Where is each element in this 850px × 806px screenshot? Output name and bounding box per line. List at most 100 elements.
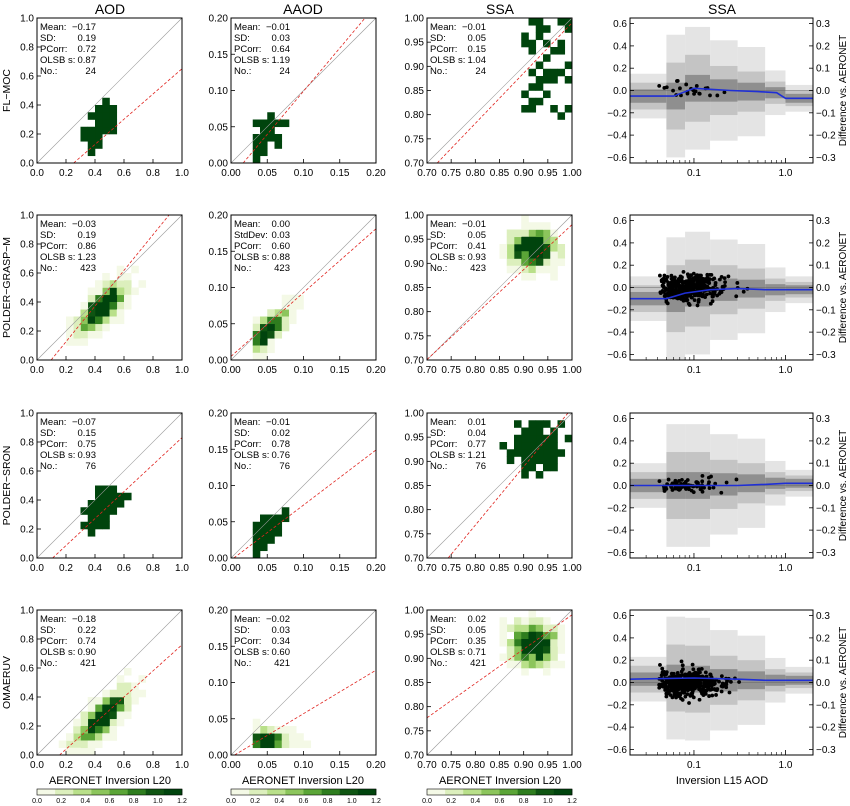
stat-label: No.: [234, 263, 251, 274]
heat-cell [535, 76, 544, 84]
y-tick-label: 0.4 [613, 436, 627, 447]
heat-cell [109, 287, 118, 296]
heat-cell [260, 514, 268, 523]
median-line [629, 677, 813, 682]
heat-cell [102, 112, 110, 120]
data-point [715, 687, 720, 691]
heat-cell [95, 521, 103, 530]
data-point [691, 490, 696, 495]
x-tick-label: 0.20 [366, 563, 386, 574]
column-title-1: AAOD [283, 1, 323, 17]
data-point [726, 274, 731, 279]
y-tick-label: −0.4 [607, 328, 627, 339]
regression-line [230, 228, 377, 357]
x-axis-label-1: AERONET Inversion L20 [242, 775, 364, 787]
heat-cell [535, 61, 544, 70]
stat-value: 0.04 [468, 428, 487, 439]
y-tick-label: 0.00 [209, 159, 229, 170]
stat-value: 0.75 [78, 439, 97, 450]
heat-cell [564, 76, 573, 84]
heat-cell [521, 427, 529, 436]
y-tick-label: 0.05 [209, 319, 229, 330]
x-tick-label: 0.00 [221, 563, 241, 574]
stat-label: SD: [234, 428, 250, 439]
heat-cell [80, 331, 89, 339]
data-point [705, 284, 710, 289]
heat-cell [267, 338, 275, 346]
one-to-one-line [426, 214, 573, 361]
y-tick-label: 0.15 [209, 445, 229, 456]
y-tick-label: 0.2 [20, 722, 34, 733]
heat-cell [73, 740, 81, 749]
regression-line [436, 22, 573, 164]
heat-cell [535, 653, 544, 662]
heat-cell [95, 733, 103, 741]
heat-cell [87, 287, 96, 296]
heat-cell [109, 733, 118, 741]
stat-value: 0.35 [468, 636, 487, 647]
stat-value: 0.76 [272, 450, 291, 461]
x-tick-label: 0.90 [514, 760, 534, 771]
x-tick-label: 1.0 [175, 365, 189, 376]
stat-value: −0.01 [266, 417, 290, 428]
heat-cell [274, 514, 283, 523]
heat-cell [550, 639, 558, 647]
y-tick-right-label: 0.1 [816, 261, 830, 272]
data-point [669, 276, 674, 281]
one-to-one-line [426, 609, 573, 756]
stat-value: 423 [274, 263, 290, 274]
stat-value: 0.15 [468, 44, 487, 55]
heat-cell [550, 76, 558, 84]
heat-cell [506, 236, 515, 245]
stat-value: 421 [274, 658, 290, 669]
heat-cell [521, 273, 529, 281]
heat-cell [66, 338, 74, 346]
data-point [691, 276, 696, 281]
data-point [658, 290, 663, 295]
heat-cell [116, 711, 125, 720]
heat-cell [87, 309, 96, 317]
colorbar-segment [37, 789, 56, 795]
heat-cell [514, 631, 522, 640]
heat-cell [131, 265, 139, 274]
stat-label: PCorr: [40, 241, 67, 252]
heat-cell [521, 434, 529, 443]
heat-cell [557, 449, 566, 457]
y-tick-label: −0.6 [607, 548, 627, 559]
stat-value: 0.03 [272, 33, 291, 44]
data-point [706, 683, 711, 688]
x-tick-label: 0.80 [466, 760, 486, 771]
y-tick-label: 0.90 [405, 654, 425, 665]
y-tick-label: 0.0 [613, 678, 627, 689]
data-point [662, 273, 667, 278]
stat-label: Mean: [430, 614, 456, 625]
y-tick-label: 0.6 [20, 269, 34, 280]
right-axis-label: Difference vs. AERONET [838, 430, 849, 542]
x-tick-label: 0.15 [330, 168, 350, 179]
y-tick-label: −0.4 [607, 723, 627, 734]
stat-label: OLSB s: [430, 55, 465, 66]
y-tick-label: −0.6 [607, 745, 627, 756]
data-point [699, 292, 704, 296]
heat-cell [267, 733, 275, 741]
data-point [692, 91, 696, 96]
regression-line [59, 644, 183, 756]
regression-line [447, 412, 569, 559]
heat-cell [550, 265, 558, 274]
y-tick-label: 0.4 [613, 238, 627, 249]
heat-cell [528, 258, 537, 267]
data-point [710, 292, 715, 297]
x-tick-label: 0.1 [687, 365, 701, 376]
data-point [671, 679, 676, 684]
data-point [720, 284, 725, 289]
heat-cell [267, 740, 275, 749]
right-axis-label: Difference vs. AERONET [838, 232, 849, 344]
data-point [691, 695, 696, 700]
heat-cell [550, 463, 558, 472]
stat-value: −0.02 [266, 614, 290, 625]
heat-cell [267, 331, 275, 339]
y-tick-label: 0.00 [209, 751, 229, 762]
heat-cell [557, 660, 566, 669]
heat-cell [528, 427, 537, 436]
